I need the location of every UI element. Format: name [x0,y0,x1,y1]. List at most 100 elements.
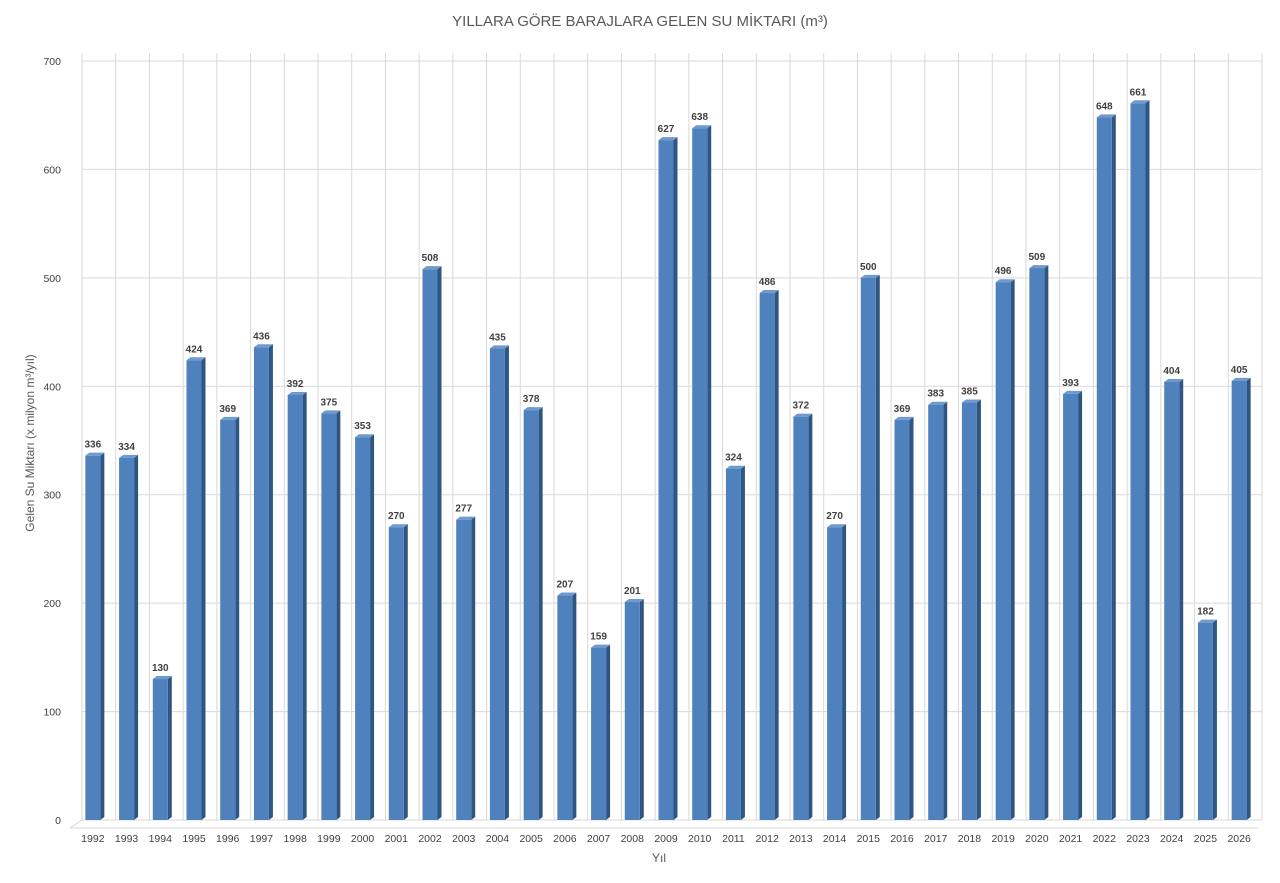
x-tick-label: 2007 [587,833,611,845]
bar-side [471,516,476,820]
bar-side [976,399,981,820]
bar-2022 [1096,114,1116,820]
bar-2007 [591,644,611,820]
x-tick-label: 2023 [1126,833,1150,845]
bar-front [995,282,1011,820]
bar-side [336,410,341,820]
x-axis-label: Yıl [652,851,666,865]
y-tick-label: 600 [43,164,61,176]
bar-top [961,399,981,403]
bar-side [1212,619,1217,820]
bar-front [85,455,101,820]
bar-1992 [85,452,105,820]
bar-top [287,391,307,395]
bar-1997 [253,344,273,820]
bar-front [388,527,404,820]
bar-front [355,437,371,820]
bar-2004 [489,345,509,820]
bar-2024 [1164,378,1184,820]
bar-front [1197,622,1213,820]
x-tick-label: 2019 [991,833,1015,845]
x-tick-label: 2022 [1093,833,1117,845]
data-label: 383 [927,389,944,400]
bar-2021 [1063,390,1083,820]
bar-top [557,592,577,596]
bar-2006 [557,592,577,820]
bar-side [1246,377,1251,820]
bar-top [355,434,375,438]
bar-1994 [152,676,172,820]
bar-side [740,465,745,820]
x-tick-label: 1995 [182,833,206,845]
x-tick-label: 1999 [317,833,341,845]
bar-2002 [422,266,442,820]
x-tick-label: 2000 [351,833,375,845]
bar-2001 [388,524,408,820]
bar-2015 [860,274,880,820]
bar-top [658,137,678,141]
bar-side [504,345,509,820]
bar-2011 [725,465,745,820]
x-tick-label: 2024 [1160,833,1184,845]
bar-side [1179,378,1184,820]
bar-2009 [658,137,678,821]
bar-2019 [995,279,1015,820]
bar-2016 [894,416,914,820]
bar-side [100,452,105,820]
bar-top [591,644,611,648]
bar-front [827,527,843,820]
data-label: 130 [152,663,169,674]
bar-front [658,140,674,821]
bar-top [692,125,712,129]
data-label: 435 [489,332,506,343]
bar-side [943,401,948,820]
bar-side [1145,100,1150,821]
bar-front [1130,103,1146,821]
x-tick-label: 2020 [1025,833,1049,845]
bar-side [572,592,577,820]
bar-top [1130,100,1150,104]
x-tick-label: 2006 [553,833,577,845]
bar-2008 [624,599,644,820]
data-label: 385 [961,387,978,398]
bar-side [1111,114,1116,820]
x-tick-label: 2016 [890,833,914,845]
x-tick-label: 1992 [81,833,105,845]
bar-front [591,647,607,820]
bar-top [523,407,543,411]
bar-top [321,410,341,414]
bar-side [909,416,914,820]
bar-side [774,290,779,821]
data-label: 372 [793,401,810,412]
bar-front [894,419,910,820]
y-tick-label: 700 [43,56,61,68]
bar-front [860,277,876,820]
bar-2003 [456,516,476,820]
bar-side [673,137,678,821]
tick-labels: 0 100 200 300 400 500 600 700 1992 1993 1994 1995 19… [43,56,1251,845]
x-tick-label: 2005 [519,833,543,845]
bar-front [692,128,708,820]
bar-front [186,360,202,820]
bar-side [707,125,712,821]
data-label: 201 [624,586,641,597]
data-label: 500 [860,262,877,273]
bar-front [1029,268,1045,820]
bar-side [437,266,442,820]
data-labels: 336 334 130 424 369 436 392 375 353 270 508 277 435 3… [85,87,1248,674]
bar-front [152,679,168,820]
bar-front [1096,117,1112,820]
x-tick-label: 2017 [924,833,948,845]
x-tick-label: 1996 [216,833,240,845]
bar-front [422,269,438,820]
bar-front [489,348,505,820]
bar-front [793,416,809,820]
bar-top [928,401,948,405]
bar-top [489,345,509,349]
bars [85,100,1251,821]
x-tick-label: 1998 [283,833,307,845]
x-tick-label: 2012 [755,833,779,845]
data-label: 648 [1096,101,1113,112]
bar-top [85,452,105,456]
data-label: 182 [1197,607,1214,618]
